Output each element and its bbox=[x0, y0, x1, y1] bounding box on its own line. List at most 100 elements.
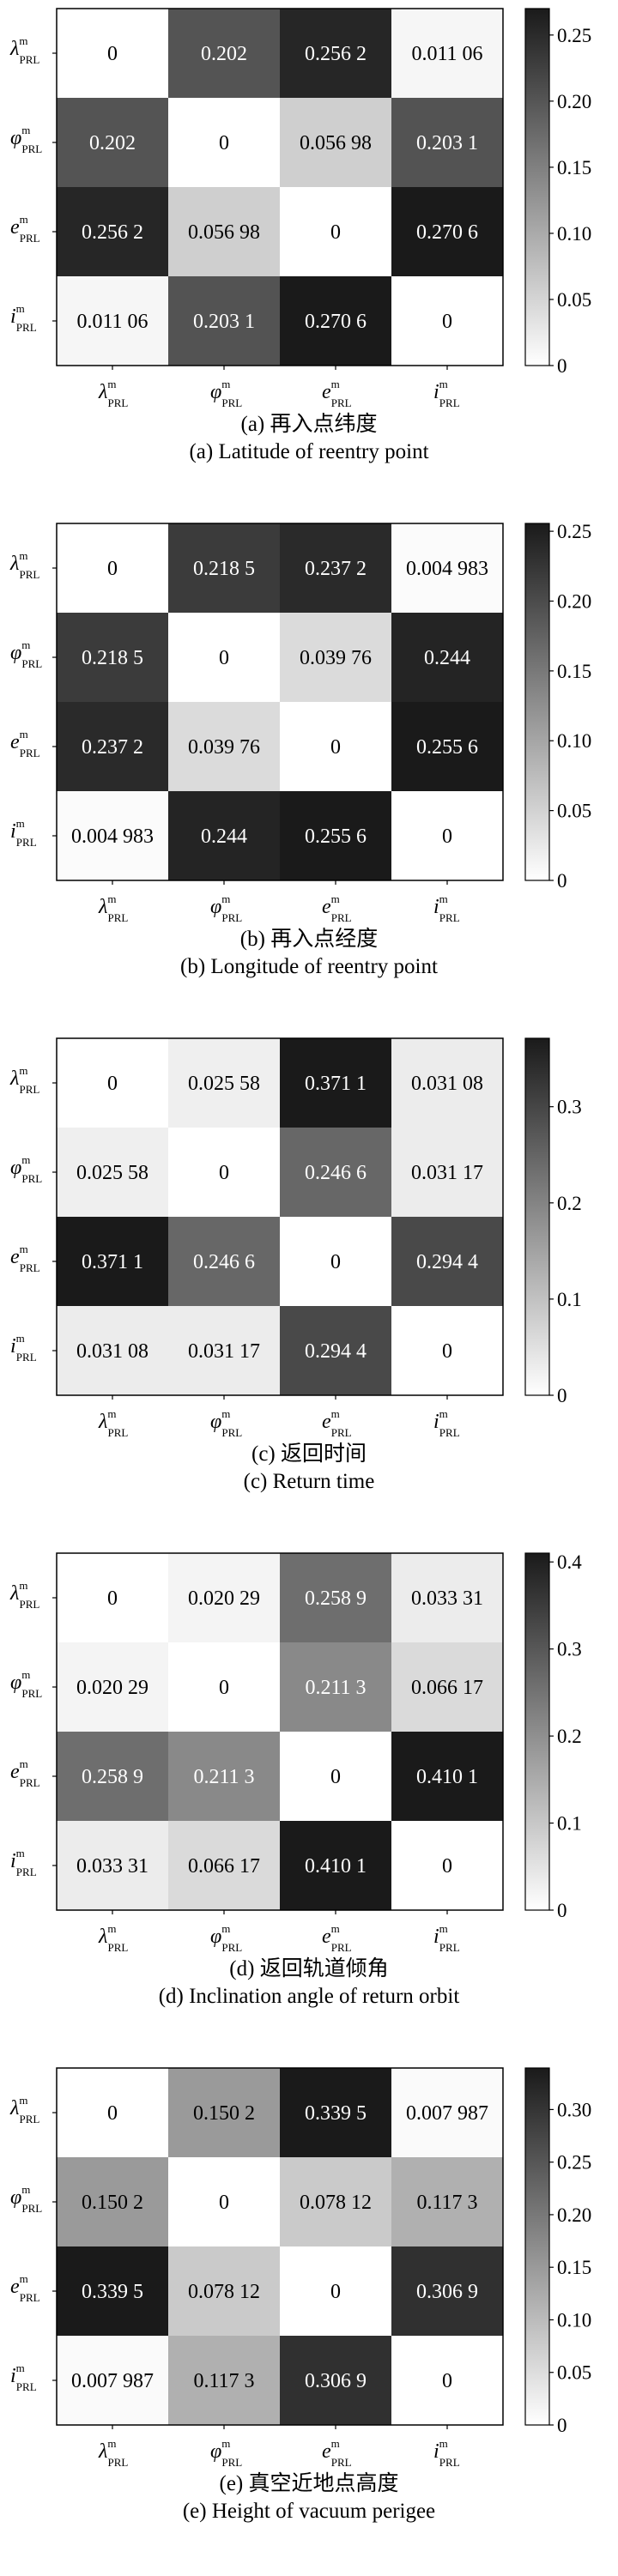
row-label-0-sub: PRL bbox=[20, 53, 40, 66]
colorbar bbox=[524, 523, 550, 881]
row-label-3: im PRL bbox=[10, 1847, 37, 1878]
colorbar-tick-label-3: 0.15 bbox=[557, 661, 591, 682]
col-label-0-symbol: λ bbox=[98, 1411, 107, 1433]
col-label-3-sup: m bbox=[439, 892, 448, 905]
heatmap-cell-r2-c0 bbox=[57, 702, 168, 791]
cell-value-label-r3-c1: 0.117 3 bbox=[193, 2370, 254, 2392]
row-label-0-sub: PRL bbox=[20, 568, 40, 581]
heatmap-frame bbox=[56, 8, 504, 366]
col-label-0-sub: PRL bbox=[108, 396, 129, 409]
row-label-0-sub: PRL bbox=[20, 1083, 40, 1096]
col-label-1-sub: PRL bbox=[221, 1426, 242, 1439]
col-label-1-sub: PRL bbox=[221, 2456, 242, 2469]
heatmap-cell-r3-c2 bbox=[280, 791, 391, 880]
cell-value-label-r0-c2: 0.339 5 bbox=[305, 2102, 367, 2125]
row-label-1: φm PRL bbox=[10, 124, 42, 155]
heatmap-cell-r2-c1 bbox=[168, 1732, 280, 1821]
heatmap-cell-r2-c3 bbox=[391, 187, 503, 276]
colorbar-tick-label-3: 0.3 bbox=[557, 1097, 582, 1118]
row-label-1: φm PRL bbox=[10, 2183, 42, 2215]
cell-value-label-r3-c0: 0.011 06 bbox=[76, 311, 148, 333]
row-label-2: em PRL bbox=[10, 728, 40, 759]
heatmap-cell-r0-c0 bbox=[57, 9, 168, 98]
col-label-3-sup: m bbox=[439, 1407, 448, 1420]
colorbar-tick-label-1: 0.1 bbox=[557, 1813, 582, 1835]
row-label-3-symbol: i bbox=[10, 305, 16, 328]
heatmap-cell-r2-c1 bbox=[168, 702, 280, 791]
heatmap-cell-r2-c2 bbox=[280, 2246, 391, 2336]
colorbar-tick-label-3: 0.3 bbox=[557, 1639, 582, 1660]
colorbar-tick-label-3: 0.15 bbox=[557, 2257, 591, 2278]
heatmap-cell-r3-c3 bbox=[391, 791, 503, 880]
row-label-3: im PRL bbox=[10, 2361, 37, 2393]
col-label-0: λm PRL bbox=[98, 1922, 128, 1954]
cell-value-label-r3-c1: 0.203 1 bbox=[193, 311, 255, 333]
row-label-2-symbol: e bbox=[10, 216, 20, 239]
cell-value-label-r1-c1: 0 bbox=[219, 1162, 229, 1184]
cell-value-label-r1-c2: 0.211 3 bbox=[305, 1677, 366, 1699]
row-label-2: em PRL bbox=[10, 1243, 40, 1274]
heatmap-cell-r1-c1 bbox=[168, 1642, 280, 1732]
cell-value-label-r3-c1: 0.244 bbox=[201, 825, 247, 848]
cell-value-label-r1-c1: 0 bbox=[219, 2192, 229, 2214]
col-label-3-sub: PRL bbox=[439, 911, 460, 924]
col-label-0-symbol: λ bbox=[98, 896, 107, 918]
row-label-2-sub: PRL bbox=[20, 1261, 40, 1274]
caption-chinese-0: (a) 再入点纬度 bbox=[240, 413, 378, 436]
cell-value-label-r0-c0: 0 bbox=[107, 558, 118, 580]
row-label-2-sup: m bbox=[20, 213, 28, 226]
heatmap-cell-r0-c2 bbox=[280, 523, 391, 613]
caption-english-0: (a) Latitude of reentry point bbox=[189, 440, 429, 463]
col-label-2-symbol: e bbox=[322, 2440, 331, 2463]
heatmap-panel-3: 0 0.020 29 0.258 9 0.033 31 0.020 29 0 0.211 3… bbox=[9, 1551, 582, 1954]
heatmap-cell-r1-c0 bbox=[57, 1128, 168, 1217]
cell-value-label-r3-c0: 0.031 08 bbox=[76, 1340, 148, 1363]
cell-value-label-r0-c0: 0 bbox=[107, 2102, 118, 2125]
heatmap-cell-r1-c3 bbox=[391, 1128, 503, 1217]
caption-chinese-3: (d) 返回轨道倾角 bbox=[229, 1957, 389, 1980]
colorbar-tick-label-0: 0 bbox=[557, 355, 567, 377]
heatmap-cell-r1-c0 bbox=[57, 1642, 168, 1732]
row-label-3: im PRL bbox=[10, 817, 37, 849]
row-label-1-sup: m bbox=[21, 638, 30, 651]
caption-chinese-1: (b) 再入点经度 bbox=[239, 928, 379, 951]
heatmap-cell-r3-c3 bbox=[391, 2336, 503, 2425]
colorbar-tick-label-5: 0.25 bbox=[557, 25, 591, 46]
cell-value-label-r1-c0: 0.150 2 bbox=[82, 2192, 143, 2214]
col-label-1: φm PRL bbox=[210, 378, 242, 409]
row-label-3-sup: m bbox=[16, 302, 25, 315]
cell-value-label-r0-c1: 0.025 58 bbox=[188, 1073, 260, 1095]
heatmap-cell-r2-c2 bbox=[280, 187, 391, 276]
cell-value-label-r3-c2: 0.294 4 bbox=[305, 1340, 367, 1363]
heatmap-cell-r0-c0 bbox=[57, 1553, 168, 1642]
colorbar-tick-label-5: 0.25 bbox=[557, 521, 591, 542]
colorbar bbox=[524, 1552, 550, 1911]
heatmap-cell-r0-c2 bbox=[280, 9, 391, 98]
cell-value-label-r3-c0: 0.033 31 bbox=[76, 1855, 148, 1878]
heatmap-cell-r0-c3 bbox=[391, 1553, 503, 1642]
colorbar-tick-label-2: 0.2 bbox=[557, 1193, 582, 1214]
col-label-1-symbol: φ bbox=[210, 896, 221, 918]
col-label-3-sup: m bbox=[439, 1922, 448, 1935]
heatmap-cell-r3-c2 bbox=[280, 1306, 391, 1395]
colorbar-tick-label-4: 0.20 bbox=[557, 91, 591, 112]
colorbar-tick-label-0: 0 bbox=[557, 870, 567, 892]
heatmap-cell-r3-c0 bbox=[57, 2336, 168, 2425]
row-label-3-sup: m bbox=[16, 2361, 25, 2374]
heatmap-frame bbox=[56, 2067, 504, 2426]
heatmap-cell-r2-c1 bbox=[168, 1217, 280, 1306]
cell-value-label-r0-c0: 0 bbox=[107, 1587, 118, 1610]
cell-value-label-r3-c2: 0.306 9 bbox=[305, 2370, 367, 2392]
heatmap-cell-r3-c2 bbox=[280, 2336, 391, 2425]
heatmap-cell-r1-c1 bbox=[168, 98, 280, 187]
cell-value-label-r1-c0: 0.020 29 bbox=[76, 1677, 148, 1699]
row-label-2-sup: m bbox=[20, 728, 28, 741]
heatmap-cell-r2-c3 bbox=[391, 2246, 503, 2336]
row-label-1-symbol: φ bbox=[10, 1672, 21, 1694]
heatmap-cell-r2-c1 bbox=[168, 187, 280, 276]
colorbar-tick-label-5: 0.25 bbox=[557, 2152, 591, 2174]
row-label-0-symbol: λ bbox=[9, 553, 19, 575]
col-label-3-symbol: i bbox=[433, 2440, 439, 2463]
heatmap-cell-r0-c2 bbox=[280, 2068, 391, 2157]
col-label-3: im PRL bbox=[433, 378, 460, 409]
